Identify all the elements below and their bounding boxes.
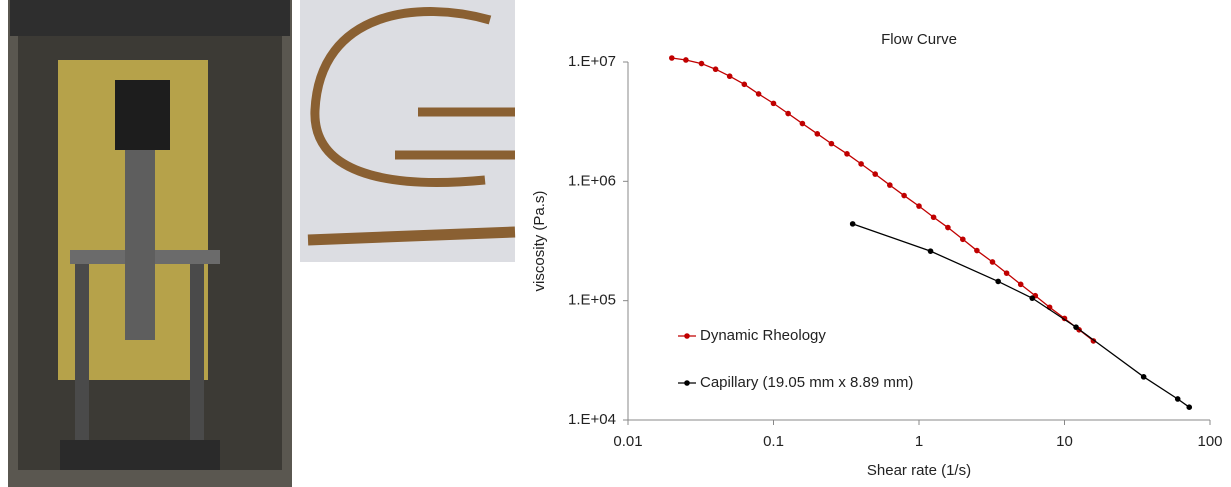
legend-marker (684, 333, 690, 339)
data-point (814, 131, 820, 137)
data-point (785, 111, 791, 117)
legend-label: Dynamic Rheology (700, 327, 826, 344)
x-tick-label: 0.1 (763, 433, 784, 450)
data-point (800, 121, 806, 127)
data-point (1186, 404, 1192, 410)
data-point (771, 101, 777, 107)
data-point (887, 182, 893, 188)
data-point (872, 171, 878, 177)
x-tick-label: 100 (1197, 433, 1222, 450)
y-axis-label: viscosity (Pa.s) (531, 191, 548, 292)
y-tick-label: 1.E+05 (568, 292, 616, 309)
data-point (858, 161, 864, 167)
legend-marker (684, 380, 690, 386)
data-point (742, 82, 748, 88)
y-tick-label: 1.E+04 (568, 411, 616, 428)
data-point (756, 91, 762, 97)
data-point (713, 66, 719, 72)
data-point (995, 279, 1001, 285)
chart-title: Flow Curve (881, 31, 957, 48)
x-tick-label: 0.01 (613, 433, 642, 450)
data-point (699, 61, 705, 67)
instrument-photo (8, 0, 292, 487)
data-point (945, 225, 951, 231)
x-axis-label: Shear rate (1/s) (867, 462, 971, 479)
data-point (1073, 324, 1079, 330)
data-point (1175, 396, 1181, 402)
figure: Flow Curve Shear rate (1/s) viscosity (P… (0, 0, 1231, 487)
page: Flow Curve Shear rate (1/s) viscosity (P… (0, 0, 1231, 487)
data-point (1141, 374, 1147, 380)
data-point (850, 221, 856, 227)
data-point (928, 248, 934, 254)
legend-label: Capillary (19.05 mm x 8.89 mm) (700, 374, 913, 391)
data-point (1004, 270, 1010, 276)
data-point (844, 151, 850, 157)
y-tick-label: 1.E+06 (568, 172, 616, 189)
data-point (669, 55, 675, 61)
y-tick-label: 1.E+07 (568, 53, 616, 70)
data-point (683, 57, 689, 63)
data-point (974, 248, 980, 254)
data-point (960, 236, 966, 242)
data-point (1018, 282, 1024, 288)
data-point (1029, 295, 1035, 301)
data-point (931, 214, 937, 220)
sample-photo (300, 0, 515, 262)
data-point (916, 203, 922, 209)
x-tick-label: 1 (915, 433, 923, 450)
data-point (901, 193, 907, 199)
data-point (990, 259, 996, 265)
data-point (727, 73, 733, 79)
x-tick-label: 10 (1056, 433, 1073, 450)
data-point (829, 141, 835, 147)
